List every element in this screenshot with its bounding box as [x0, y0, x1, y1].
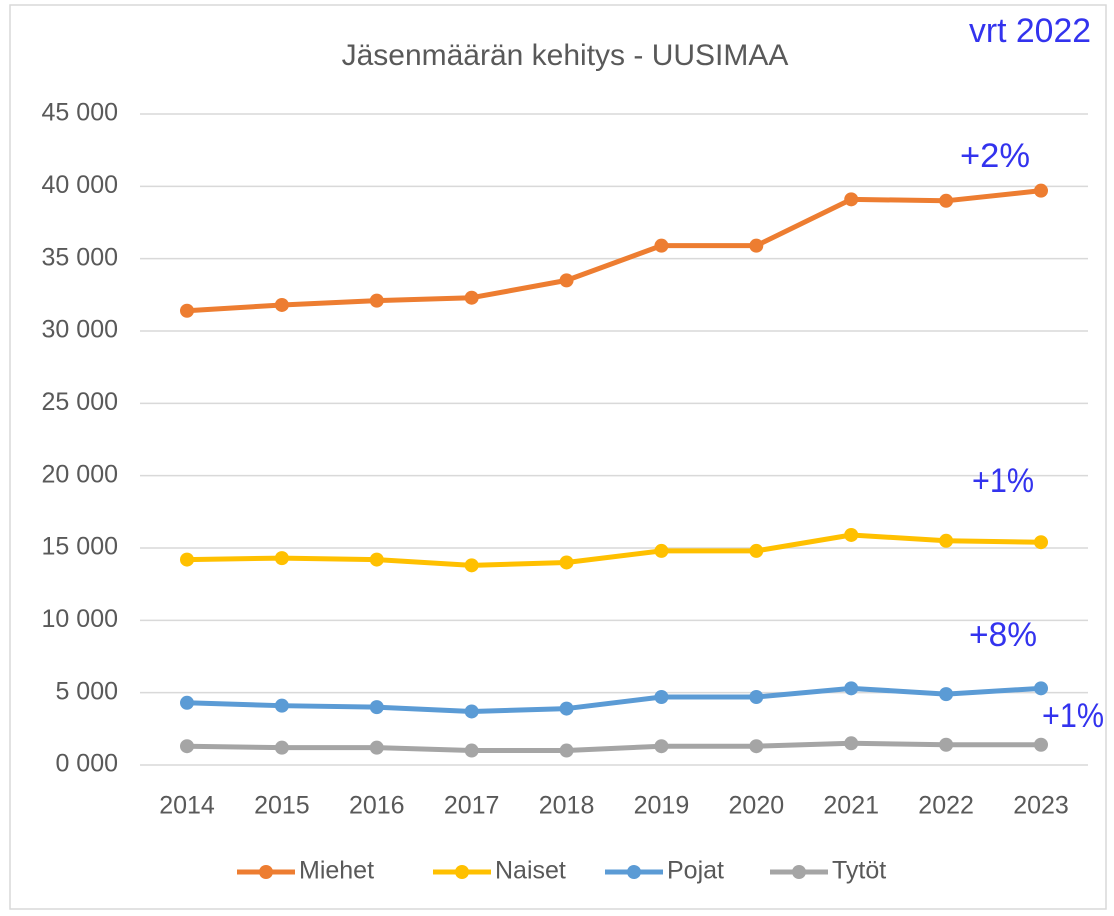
data-point — [464, 743, 479, 758]
y-tick-label: 25 000 — [42, 388, 118, 416]
data-point — [749, 543, 764, 558]
data-point — [559, 555, 574, 570]
data-point — [274, 551, 289, 566]
data-point — [1034, 183, 1048, 198]
data-point — [844, 681, 859, 696]
legend-marker — [627, 865, 641, 879]
data-point — [369, 552, 384, 567]
legend-marker — [259, 865, 273, 879]
series-line — [186, 685, 1042, 714]
data-point — [180, 552, 194, 567]
data-point — [464, 704, 479, 719]
legend-label: Miehet — [299, 857, 374, 885]
x-tick-label: 2022 — [918, 792, 974, 820]
x-tick-label: 2023 — [1013, 792, 1069, 820]
data-point — [654, 739, 669, 754]
data-point — [180, 739, 194, 754]
legend-label: Naiset — [495, 857, 566, 885]
data-point — [844, 736, 859, 751]
data-point — [274, 740, 289, 755]
data-point — [180, 695, 194, 710]
y-tick-label: 5 000 — [55, 677, 118, 705]
x-tick-label: 2019 — [634, 792, 690, 820]
y-tick-label: 45 000 — [42, 99, 118, 127]
x-tick-label: 2017 — [444, 792, 500, 820]
legend-label: Pojat — [667, 857, 724, 885]
y-tick-label: 20 000 — [42, 460, 118, 488]
data-point — [1034, 681, 1048, 696]
x-tick-label: 2014 — [159, 792, 215, 820]
series-line — [186, 532, 1042, 568]
chart-title: Jäsenmäärän kehitys - UUSIMAA — [342, 39, 789, 72]
data-point — [939, 193, 954, 208]
annotation: +1% — [1042, 697, 1104, 735]
data-point — [464, 290, 479, 305]
data-point — [749, 690, 764, 705]
data-point — [654, 543, 669, 558]
x-tick-label: 2018 — [539, 792, 595, 820]
data-point — [274, 698, 289, 713]
legend-marker — [455, 865, 469, 879]
series-line — [186, 740, 1041, 754]
y-tick-label: 35 000 — [42, 243, 118, 271]
data-point — [559, 743, 574, 758]
data-point — [749, 238, 764, 253]
data-point — [654, 238, 669, 253]
data-point — [464, 558, 479, 573]
data-point — [844, 527, 859, 542]
data-point — [1034, 737, 1048, 752]
data-point — [369, 700, 384, 715]
annotation: +2% — [960, 137, 1030, 175]
x-tick-label: 2021 — [823, 792, 879, 820]
series-line — [186, 188, 1042, 314]
data-point — [749, 739, 764, 754]
annotation: +1% — [972, 462, 1034, 500]
y-tick-label: 40 000 — [42, 171, 118, 199]
data-point — [274, 297, 289, 312]
data-point — [939, 737, 954, 752]
legend-label: Tytöt — [832, 857, 886, 885]
x-tick-label: 2016 — [349, 792, 405, 820]
x-tick-label: 2015 — [254, 792, 310, 820]
y-tick-label: 30 000 — [42, 316, 118, 344]
data-point — [844, 192, 859, 207]
data-point — [654, 690, 669, 705]
x-tick-label: 2020 — [729, 792, 785, 820]
annotation: +8% — [969, 616, 1037, 654]
data-point — [939, 533, 954, 548]
data-point — [369, 740, 384, 755]
data-point — [939, 687, 954, 702]
data-point — [559, 273, 574, 288]
y-tick-label: 15 000 — [42, 533, 118, 561]
data-point — [559, 701, 574, 716]
data-point — [180, 303, 194, 318]
legend-marker — [792, 865, 806, 879]
y-tick-label: 0 000 — [55, 750, 118, 778]
chart-frame — [9, 4, 1107, 910]
data-point — [1034, 535, 1048, 550]
annotation: vrt 2022 — [969, 12, 1091, 50]
data-point — [369, 293, 384, 308]
y-tick-label: 10 000 — [42, 605, 118, 633]
